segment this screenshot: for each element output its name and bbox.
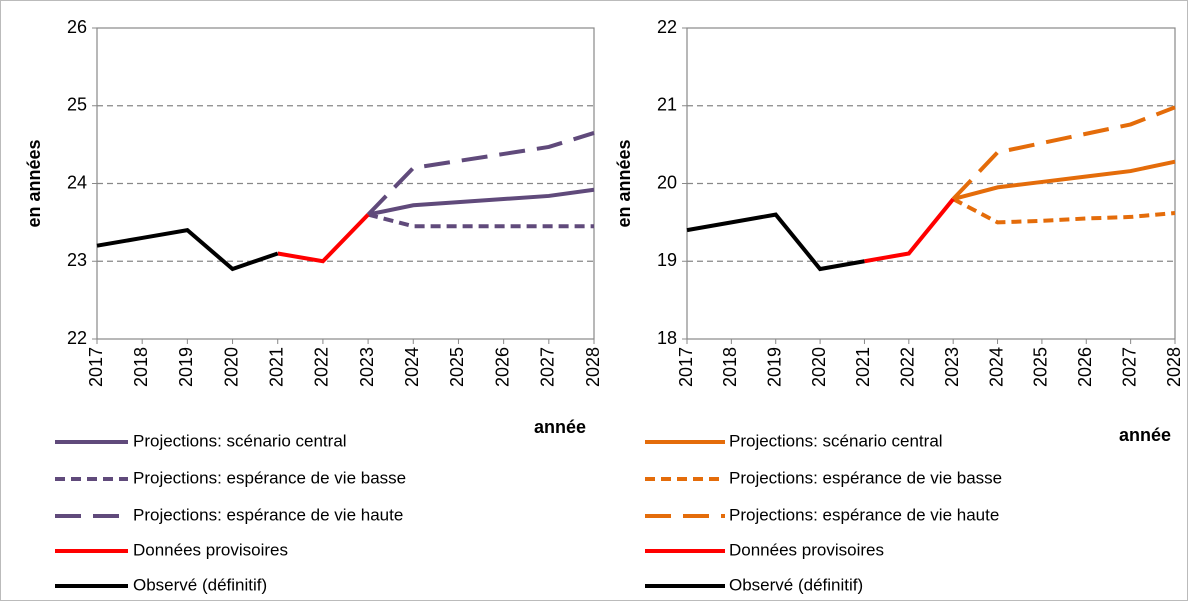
x-tick-label: 2027 — [1119, 347, 1139, 387]
y-tick-label: 24 — [67, 172, 87, 192]
x-tick-label: 2019 — [176, 347, 196, 387]
legend-label: Observé (définitif) — [729, 575, 863, 594]
legend-label: Projections: espérance de vie basse — [729, 468, 1002, 487]
series-line — [686, 212, 865, 272]
legend-label: Projections: scénario central — [133, 431, 347, 450]
plot-border — [686, 27, 1176, 340]
x-tick-label: 2026 — [1075, 347, 1095, 387]
series-line — [951, 105, 1176, 201]
x-tick-label: 2020 — [809, 347, 829, 387]
y-tick-label: 18 — [657, 328, 677, 348]
series-line — [952, 159, 1176, 201]
x-tick-label: 2024 — [402, 347, 422, 387]
legend-label: Projections: espérance de vie haute — [729, 505, 999, 524]
legend-label: Données provisoires — [133, 540, 288, 559]
y-tick-label: 21 — [657, 95, 677, 115]
x-axis-title: année — [1119, 425, 1171, 445]
legend-label: Projections: espérance de vie basse — [133, 468, 406, 487]
y-tick-label: 22 — [657, 17, 677, 37]
legend-label: Projections: espérance de vie haute — [133, 505, 403, 524]
y-axis-title: en années — [614, 139, 634, 227]
series-line — [277, 213, 370, 264]
x-tick-label: 2017 — [86, 347, 106, 387]
x-tick-label: 2028 — [583, 347, 603, 387]
x-tick-label: 2023 — [942, 347, 962, 387]
x-tick-label: 2025 — [447, 347, 467, 387]
series-line — [864, 197, 955, 264]
y-axis-title: en années — [24, 139, 44, 227]
x-tick-label: 2018 — [720, 347, 740, 387]
x-tick-label: 2018 — [131, 347, 151, 387]
x-tick-label: 2017 — [676, 347, 696, 387]
x-tick-label: 2021 — [853, 347, 873, 387]
x-tick-label: 2025 — [1031, 347, 1051, 387]
series-line — [366, 131, 595, 216]
y-tick-label: 23 — [67, 250, 87, 270]
x-tick-label: 2024 — [986, 347, 1006, 387]
x-tick-label: 2026 — [492, 347, 512, 387]
y-tick-label: 19 — [657, 250, 677, 270]
y-tick-label: 26 — [67, 17, 87, 37]
plot-border — [96, 27, 595, 340]
x-tick-label: 2022 — [898, 347, 918, 387]
x-axis-title: année — [534, 417, 586, 437]
series-line — [367, 212, 594, 229]
x-tick-label: 2028 — [1164, 347, 1184, 387]
series-line — [952, 197, 1176, 225]
y-tick-label: 25 — [67, 95, 87, 115]
series-line — [96, 228, 279, 272]
legend-label: Projections: scénario central — [729, 431, 943, 450]
x-tick-label: 2022 — [312, 347, 332, 387]
series-line — [367, 187, 595, 217]
x-tick-label: 2023 — [357, 347, 377, 387]
x-tick-label: 2027 — [538, 347, 558, 387]
x-tick-label: 2021 — [266, 347, 286, 387]
x-tick-label: 2019 — [764, 347, 784, 387]
y-tick-label: 22 — [67, 328, 87, 348]
y-tick-label: 20 — [657, 172, 677, 192]
legend-label: Observé (définitif) — [133, 575, 267, 594]
legend-label: Données provisoires — [729, 540, 884, 559]
x-tick-label: 2020 — [221, 347, 241, 387]
